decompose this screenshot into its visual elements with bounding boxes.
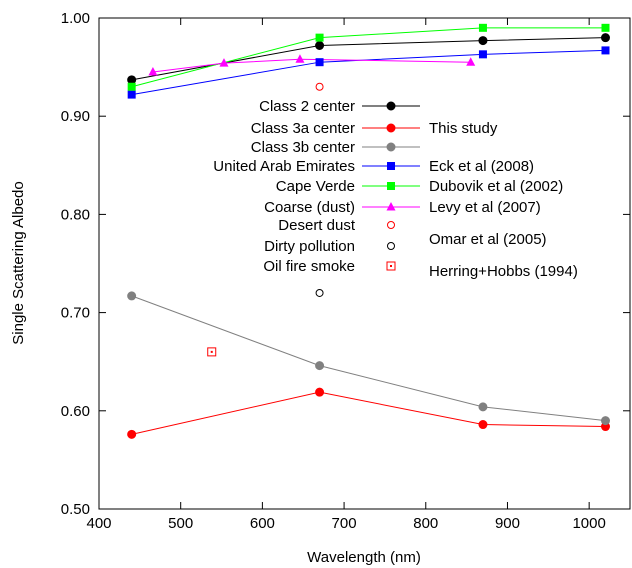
data-point-4-0 [127,82,136,91]
y-axis-label: Single Scattering Albedo [10,181,27,344]
legend-marker-4 [387,182,395,190]
legend-marker-0 [386,101,396,111]
y-tick-label: 1.00 [61,10,90,27]
series-line-2 [131,295,606,422]
data-point-0-1 [315,40,325,50]
x-tick-label: 400 [86,515,111,532]
series-line-4 [131,27,606,88]
legend-marker-8 [386,261,396,271]
legend-source-5: Levy et al (2007) [429,199,541,216]
legend-label-1: Class 3a center [251,120,355,137]
data-point-8-0 [207,347,217,357]
data-point-1-1 [315,387,325,397]
x-tick-label: 500 [168,515,193,532]
data-point-4-2 [478,23,487,32]
axis-ticks: 400 500 600 700 800 900 1000 0.50 0.60 0.70 0.80 0.… [61,10,630,532]
data-point-4-1 [315,33,324,42]
data-point-0-2 [478,36,488,46]
marker-frame [207,347,217,357]
data-point-2-2 [478,402,488,412]
data-point-5-2 [295,54,305,63]
series-line-1 [131,391,606,435]
x-tick-label: 900 [495,515,520,532]
legend-marker-1 [386,123,396,133]
data-point-5-1 [219,58,229,67]
legend-source-3: Eck et al (2008) [429,158,534,175]
data-point-3-0 [127,90,136,99]
legend-source-4: Dubovik et al (2002) [429,178,563,195]
y-tick-label: 0.70 [61,305,90,322]
legend-label-0: Class 2 center [259,98,355,115]
data-point-0-0 [127,75,137,85]
data-point-2-1 [315,361,325,371]
data-point-3-3 [601,46,610,55]
y-tick-label: 0.50 [61,501,90,518]
data-point-5-0 [148,67,158,76]
plot-area [98,17,631,510]
marker-center [210,350,213,353]
plot-frame [98,17,631,510]
x-tick-label: 800 [413,515,438,532]
series-line-3 [131,49,606,96]
legend-label-3: United Arab Emirates [213,158,355,175]
data-point-5-3 [466,57,476,66]
data-point-2-3 [600,416,610,426]
legend-label-8: Oil fire smoke [263,258,355,275]
legend-marker-2 [386,142,396,152]
x-tick-label: 600 [250,515,275,532]
x-axis-label: Wavelength (nm) [307,549,421,566]
legend-label-6: Desert dust [278,217,356,234]
marker-frame [386,261,396,271]
data-point-0-3 [600,33,610,43]
data-point-4-3 [601,23,610,32]
data-point-3-1 [315,58,324,67]
legend-marker-6 [387,221,395,229]
legend-marker-5 [386,202,396,211]
legend-label-5: Coarse (dust) [264,199,355,216]
legend-source-1: This study [429,120,498,137]
marker-center [390,265,392,267]
x-tick-label: 700 [332,515,357,532]
data-point-1-0 [127,429,137,439]
data-point-3-2 [478,50,487,59]
series-markers [127,23,610,439]
legend: Class 2 center Class 3a center This study C… [213,98,578,280]
series-line-5 [152,58,471,73]
legend-label-2: Class 3b center [251,139,355,156]
data-point-1-2 [478,420,488,430]
legend-label-4: Cape Verde [276,178,355,195]
data-point-7-0 [315,288,324,297]
legend-marker-7 [387,242,395,250]
y-tick-label: 0.90 [61,108,90,125]
y-tick-label: 0.60 [61,403,90,420]
series-line-0 [131,37,606,81]
legend-source-7: Omar et al (2005) [429,231,547,248]
legend-marker-3 [387,162,395,170]
data-point-6-0 [315,82,324,91]
x-tick-label: 1000 [572,515,605,532]
data-point-2-0 [127,291,137,301]
legend-source-8: Herring+Hobbs (1994) [429,263,578,280]
legend-label-7: Dirty pollution [264,238,355,255]
y-tick-label: 0.80 [61,206,90,223]
